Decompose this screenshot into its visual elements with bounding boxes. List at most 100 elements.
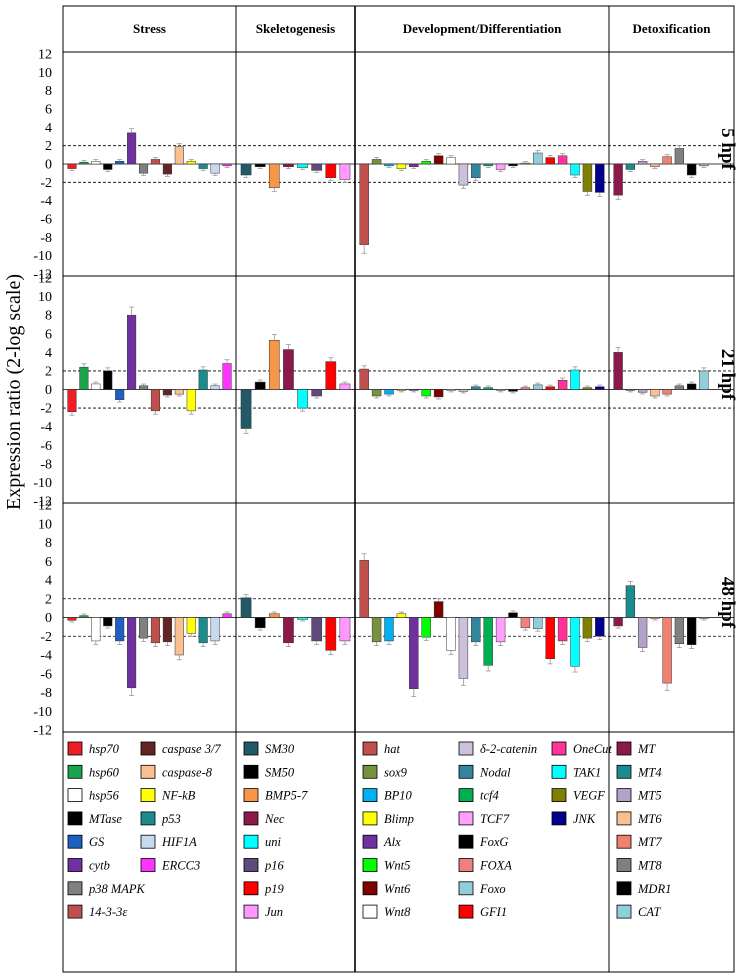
legend-swatch-tak1 — [551, 764, 567, 779]
bar-jun — [339, 163, 351, 180]
bar-tcf4 — [483, 163, 493, 167]
y-tick-label: 0 — [45, 383, 52, 398]
bar-ercc3 — [222, 163, 232, 167]
y-tick-label: -12 — [33, 495, 52, 510]
legend-label-foxa: FOXA — [479, 859, 512, 873]
y-tick-label: -6 — [40, 439, 52, 454]
y-tick-label: 10 — [38, 66, 52, 81]
bar-p53 — [198, 617, 208, 644]
group-header-stress: Stress — [133, 21, 166, 36]
panel-label-48-hpf: 48 hpf — [717, 577, 738, 629]
bar-ercc3 — [222, 613, 232, 618]
bar-mdr1 — [686, 617, 697, 645]
bar-caspase-3-7 — [162, 163, 172, 175]
legend-swatch-onecut — [551, 741, 567, 756]
bar-vegf — [582, 387, 593, 390]
bar-jun — [339, 383, 351, 390]
y-tick-label: -8 — [40, 686, 52, 701]
legend-label-sox9: sox9 — [384, 765, 408, 779]
legend-swatch-gfi1 — [458, 904, 474, 919]
legend-swatch-sm30 — [243, 741, 259, 756]
bar-vegf — [582, 617, 593, 639]
bar-nec — [283, 349, 294, 390]
bar-wnt8 — [446, 617, 456, 651]
bar-foxo — [533, 384, 543, 390]
legend-swatch-2-catenin — [458, 741, 474, 756]
bar-sox9 — [371, 159, 382, 165]
bar-wnt5 — [421, 161, 431, 165]
legend-swatch-p16 — [243, 858, 259, 872]
legend-label-ercc3: ERCC3 — [161, 859, 200, 873]
group-header-development-differentiation: Development/Differentiation — [403, 21, 562, 36]
bar-foxo — [533, 152, 543, 165]
y-tick-label: 2 — [45, 139, 52, 154]
bar-wnt8 — [446, 389, 456, 391]
y-tick-label: -4 — [40, 649, 52, 664]
legend-label-sm30: SM30 — [265, 742, 295, 756]
bar-mt — [613, 617, 623, 627]
legend-label-sm50: SM50 — [265, 765, 295, 779]
bar-mt4 — [625, 585, 636, 618]
legend-label-p38-mapk: p38 MAPK — [88, 882, 146, 896]
y-tick-label: -6 — [40, 667, 52, 682]
bar-hat — [359, 163, 369, 245]
bar-tcf4 — [483, 387, 493, 390]
bar-wnt6 — [433, 601, 444, 618]
legend-label-mtase: MTase — [88, 812, 122, 826]
bar-mt6 — [650, 163, 660, 167]
legend-label-hsp56: hsp56 — [89, 789, 120, 803]
bar-foxa — [520, 617, 531, 629]
y-tick-label: 12 — [38, 48, 52, 63]
legend-label-14-3-3: 14-3-3ε — [89, 905, 127, 919]
bar-sox9 — [371, 617, 382, 643]
bar-p16 — [311, 163, 323, 171]
bar-nf-kb — [186, 389, 196, 412]
legend-swatch-alx — [362, 834, 378, 849]
legend-label-foxg: FoxG — [479, 835, 508, 849]
legend-label-foxo: Foxo — [479, 882, 506, 896]
legend-label-cytb: cytb — [89, 859, 110, 873]
legend-label-p16: p16 — [264, 859, 285, 873]
legend-label-blimp: Blimp — [384, 812, 414, 826]
bar-mtase — [103, 617, 113, 627]
group-header-skeletogenesis: Skeletogenesis — [256, 21, 335, 36]
legend-swatch-gs — [67, 834, 83, 849]
bar-nf-kb — [186, 617, 196, 634]
legend-label-nf-kb: NF-kB — [161, 789, 196, 803]
y-tick-label: 0 — [45, 611, 52, 626]
legend-swatch-mt — [616, 741, 632, 756]
bar-gs — [115, 161, 125, 165]
bar-p53 — [198, 369, 208, 390]
bar-nodal — [471, 617, 481, 643]
bar-p53 — [198, 163, 208, 169]
bar-foxo — [533, 617, 543, 629]
y-tick-label: 12 — [38, 272, 52, 287]
bar-caspase-3-7 — [162, 389, 172, 396]
bar-nec — [283, 163, 294, 167]
legend-label-onecut: OneCut — [573, 742, 612, 756]
bar-cytb — [127, 314, 137, 390]
bar-bp10 — [384, 163, 394, 167]
bar-tak1 — [570, 369, 580, 390]
y-tick-label: 4 — [45, 121, 52, 136]
bar-14-3-3 — [150, 389, 161, 412]
legend-label-cat: CAT — [638, 905, 662, 919]
legend-swatch-hsp60 — [67, 764, 83, 779]
legend-swatch-uni — [243, 834, 259, 849]
legend-label-p19: p19 — [264, 882, 285, 896]
y-tick-label: 0 — [45, 158, 52, 173]
bar-cat — [699, 163, 709, 167]
legend-label-gs: GS — [89, 835, 105, 849]
bar-hsp56 — [91, 383, 101, 390]
y-tick-label: -2 — [40, 176, 52, 191]
bar-mdr1 — [686, 163, 697, 176]
bar-mt4 — [625, 163, 636, 170]
bar-gs — [115, 389, 125, 400]
legend-label-p53: p53 — [161, 812, 181, 826]
bar-cytb — [127, 132, 137, 165]
legend-label-mt7: MT7 — [637, 835, 662, 849]
legend-swatch-hif1a — [140, 834, 156, 849]
bar-caspase-8 — [174, 389, 184, 395]
legend-swatch-tcf4 — [458, 788, 474, 802]
